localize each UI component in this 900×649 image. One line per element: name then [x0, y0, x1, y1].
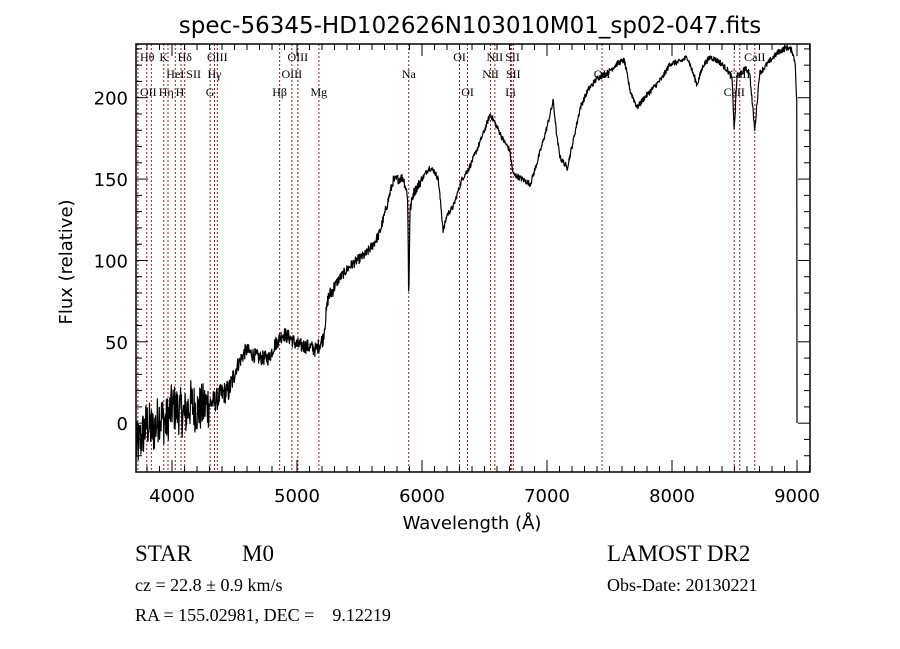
survey-name: LAMOST DR2: [607, 541, 750, 566]
obs-date-text: Obs-Date: 20130221: [607, 575, 757, 595]
x-tick-label: 7000: [524, 486, 570, 507]
object-subclass: M0: [242, 541, 274, 566]
spectral-line-label: CaII: [744, 50, 765, 64]
spectral-line-label: Na: [402, 67, 417, 81]
spectral-line-label: SII: [186, 67, 201, 81]
spectral-line-label: SII: [506, 67, 521, 81]
spectral-line-label: Mg: [311, 85, 328, 99]
spectral-line-label: HeI: [166, 67, 184, 81]
x-axis-label: Wavelength (Å): [403, 512, 542, 534]
coordinates-text: RA = 155.02981, DEC = 9.12219: [135, 605, 391, 625]
chart-title: spec-56345-HD102626N103010M01_sp02-047.f…: [179, 13, 761, 39]
y-axis-label: Flux (relative): [56, 199, 77, 324]
spectral-line-label: NII: [487, 50, 504, 64]
spectral-line-label: NII: [482, 67, 499, 81]
spectral-line-label: H: [176, 85, 185, 99]
flux-series-line: [135, 44, 798, 461]
plot-frame: [135, 43, 811, 473]
y-tick-label: 100: [94, 251, 128, 272]
axes: 4000 5000 6000 7000 8000 9000 0 50 100 150 200: [94, 44, 820, 507]
x-tick-label: 4000: [149, 486, 195, 507]
spectral-line-label: CaII: [724, 85, 745, 99]
spectral-line-label: OI: [461, 85, 474, 99]
spectral-line-label: Hθ: [140, 50, 155, 64]
y-tick-label: 50: [105, 333, 128, 354]
spectral-line-label: G: [206, 85, 215, 99]
spectral-line-label: Li: [505, 85, 516, 99]
spectral-line-label: Hδ: [178, 50, 193, 64]
spectral-line-label: K: [159, 50, 168, 64]
spectral-line-label: Hγ: [208, 67, 223, 81]
y-tick-label: 0: [117, 414, 128, 435]
series-group: [135, 44, 798, 461]
redshift-text: cz = 22.8 ± 0.9 km/s: [135, 575, 283, 595]
y-tick-label: 200: [94, 89, 128, 110]
x-tick-label: 8000: [649, 486, 695, 507]
spectral-line-label: OIII: [288, 50, 309, 64]
spectral-line-label: OIII: [282, 67, 303, 81]
spectral-line-label: OII: [140, 85, 157, 99]
x-tick-label: 5000: [274, 486, 320, 507]
object-class: STAR: [135, 541, 193, 566]
spectral-line-label: OI: [453, 50, 466, 64]
x-tick-label: 6000: [399, 486, 445, 507]
spectral-line-label: OIII: [207, 50, 228, 64]
spectral-line-label: Hβ: [272, 85, 287, 99]
spectral-line-label: SII: [505, 50, 520, 64]
x-tick-label: 9000: [774, 486, 820, 507]
y-tick-label: 150: [94, 170, 128, 191]
spectral-line-label: Hη: [159, 85, 174, 99]
